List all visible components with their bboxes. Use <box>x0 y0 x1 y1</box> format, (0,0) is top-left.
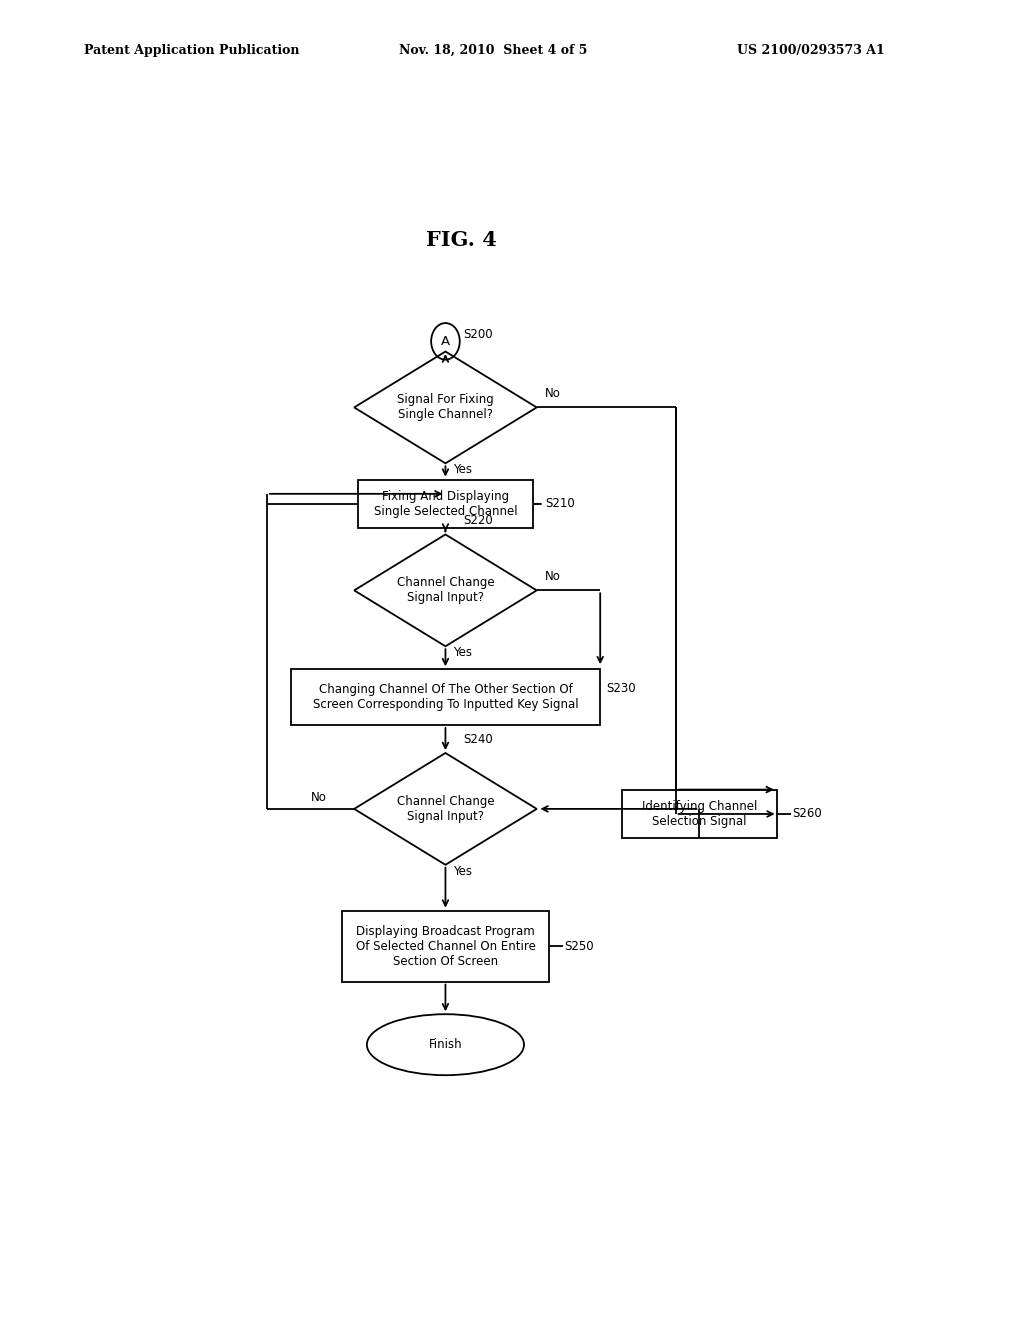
Text: S260: S260 <box>793 808 822 821</box>
Text: Signal For Fixing
Single Channel?: Signal For Fixing Single Channel? <box>397 393 494 421</box>
Text: Yes: Yes <box>454 647 472 660</box>
Text: Channel Change
Signal Input?: Channel Change Signal Input? <box>396 577 495 605</box>
Text: S230: S230 <box>606 682 636 696</box>
Text: FIG. 4: FIG. 4 <box>426 230 497 249</box>
Bar <box>342 911 549 982</box>
Text: Channel Change
Signal Input?: Channel Change Signal Input? <box>396 795 495 822</box>
Bar <box>358 479 532 528</box>
Text: Nov. 18, 2010  Sheet 4 of 5: Nov. 18, 2010 Sheet 4 of 5 <box>399 44 588 57</box>
Text: S200: S200 <box>463 329 493 342</box>
Text: No: No <box>545 570 560 583</box>
Text: Yes: Yes <box>454 865 472 878</box>
Text: Patent Application Publication: Patent Application Publication <box>84 44 299 57</box>
Text: A: A <box>441 335 450 348</box>
Bar <box>291 669 600 725</box>
Text: Finish: Finish <box>429 1039 462 1051</box>
Text: No: No <box>310 791 327 804</box>
Text: US 2100/0293573 A1: US 2100/0293573 A1 <box>737 44 885 57</box>
Text: S220: S220 <box>463 515 493 527</box>
Bar <box>622 789 777 838</box>
Text: Identifying Channel
Selection Signal: Identifying Channel Selection Signal <box>642 800 757 828</box>
Text: S250: S250 <box>564 940 594 953</box>
Text: Fixing And Displaying
Single Selected Channel: Fixing And Displaying Single Selected Ch… <box>374 490 517 517</box>
Text: S210: S210 <box>546 498 575 511</box>
Text: S240: S240 <box>463 733 493 746</box>
Text: No: No <box>545 387 560 400</box>
Text: Yes: Yes <box>454 463 472 477</box>
Text: Changing Channel Of The Other Section Of
Screen Corresponding To Inputted Key Si: Changing Channel Of The Other Section Of… <box>312 682 579 711</box>
Text: Displaying Broadcast Program
Of Selected Channel On Entire
Section Of Screen: Displaying Broadcast Program Of Selected… <box>355 924 536 968</box>
